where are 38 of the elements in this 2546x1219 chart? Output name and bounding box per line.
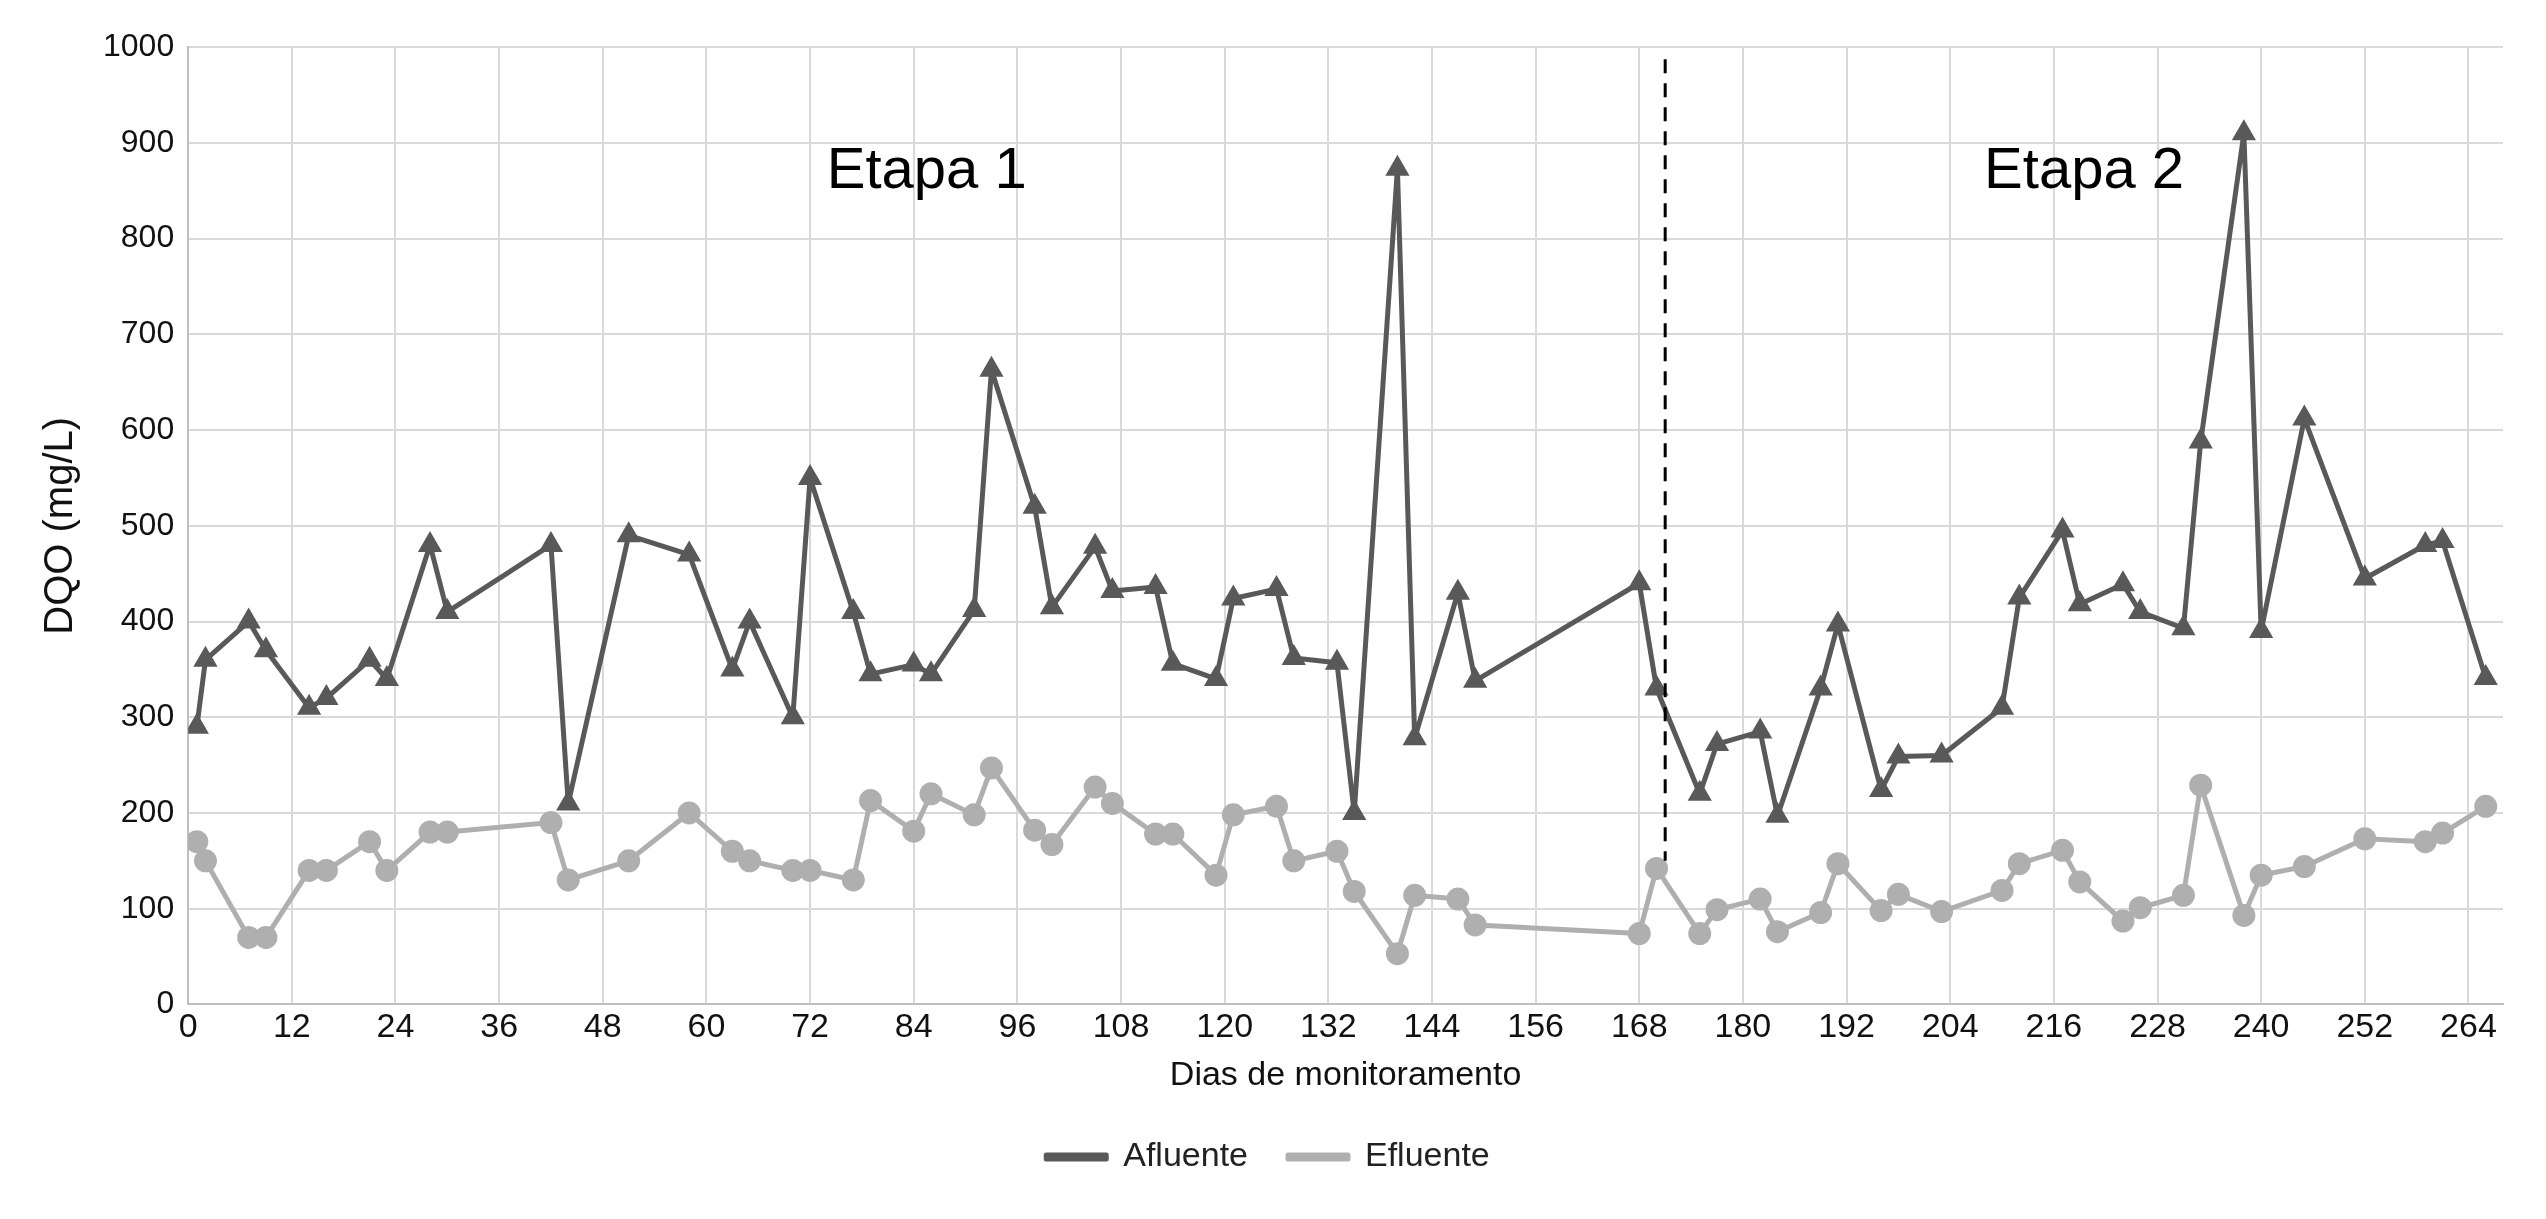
- x-tick-label: 108: [1092, 1006, 1150, 1045]
- x-axis-title: Dias de monitoramento: [1169, 1053, 1522, 1092]
- x-tick-label: 228: [2129, 1006, 2186, 1045]
- x-tick-label: 216: [2025, 1006, 2083, 1045]
- x-tick-label: 156: [1507, 1006, 1564, 1045]
- x-tick-label: 132: [1299, 1006, 1357, 1045]
- x-tick-label: 168: [1610, 1006, 1668, 1045]
- y-tick-label: 400: [120, 601, 175, 638]
- y-axis-title: DQO (mg/L): [36, 416, 81, 635]
- y-tick-label: 500: [120, 505, 175, 542]
- annotation: Etapa 2: [1984, 134, 2185, 200]
- x-tick-label: 192: [1818, 1006, 1875, 1045]
- y-tick-label: 200: [120, 792, 175, 829]
- legend-label: Efluente: [1365, 1135, 1490, 1174]
- x-tick-label: 36: [480, 1006, 519, 1045]
- x-tick-label: 240: [2232, 1006, 2290, 1045]
- annotation: Etapa 1: [826, 134, 1027, 200]
- y-tick-label: 300: [120, 697, 175, 734]
- y-tick-label: 100: [120, 888, 175, 925]
- x-tick-label: 120: [1196, 1006, 1254, 1045]
- x-tick-label: 252: [2336, 1006, 2394, 1045]
- x-tick-label: 144: [1403, 1006, 1461, 1045]
- legend-label: Afluente: [1123, 1135, 1248, 1174]
- y-tick-label: 1000: [103, 27, 175, 64]
- x-tick-label: 12: [272, 1006, 311, 1045]
- x-tick-label: 24: [376, 1006, 415, 1045]
- x-tick-label: 72: [791, 1006, 829, 1045]
- y-tick-label: 700: [120, 314, 175, 351]
- x-tick-label: 84: [894, 1006, 933, 1045]
- x-tick-label: 180: [1714, 1006, 1772, 1045]
- y-tick-label: 900: [120, 122, 175, 159]
- x-tick-label: 264: [2440, 1006, 2497, 1045]
- x-tick-label: 96: [998, 1006, 1037, 1045]
- y-tick-label: 600: [120, 409, 175, 446]
- y-tick-label: 800: [120, 218, 175, 255]
- x-tick-label: 204: [1921, 1006, 1979, 1045]
- x-tick-label: 48: [583, 1006, 622, 1045]
- x-tick-label: 60: [687, 1006, 726, 1045]
